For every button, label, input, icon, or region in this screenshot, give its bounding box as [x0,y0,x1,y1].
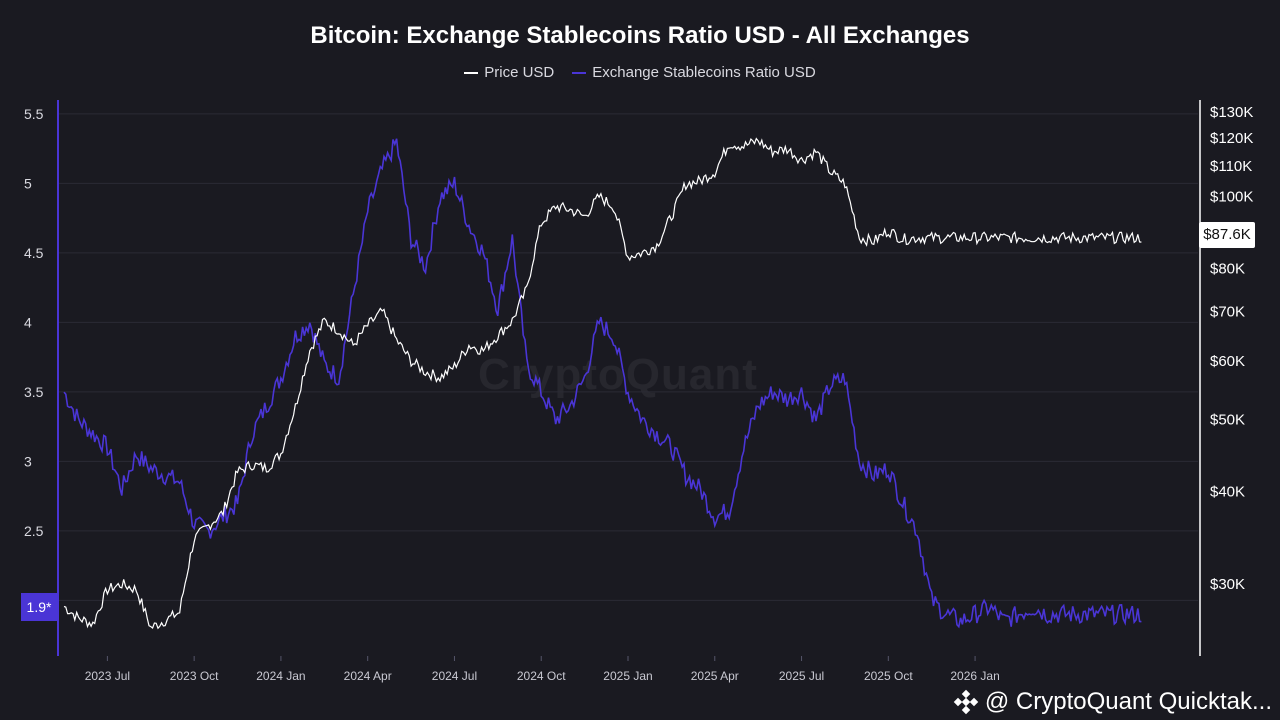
right-tick-label: $60K [1210,353,1245,370]
left-tick-label: 3.5 [24,384,44,400]
x-tick-label: 2025 Jan [603,669,652,683]
right-tick-label: $120K [1210,130,1253,147]
x-tick-label: 2025 Apr [691,669,739,683]
x-tick-label: 2026 Jan [950,669,999,683]
x-tick-label: 2024 Jan [256,669,305,683]
price-series-line [63,137,1142,630]
left-tick-label: 4.5 [24,245,44,261]
x-tick-label: 2024 Apr [344,669,392,683]
right-tick-label: $50K [1210,412,1245,429]
brand-text: @ CryptoQuant Quicktak... [984,688,1272,715]
x-tick-label: 2025 Jul [779,669,824,683]
x-tick-label: 2025 Oct [864,669,913,683]
left-tick-label: 5.5 [24,106,44,122]
left-tick-label: 3 [24,453,32,469]
ratio-series-line [63,138,1142,629]
legend-item-price[interactable]: Price USD [464,64,554,81]
left-tick-label: 5 [24,175,32,191]
latest-ratio-label: 1.9* [21,593,57,621]
x-tick-label: 2023 Oct [170,669,219,683]
x-tick-label: 2024 Oct [517,669,566,683]
right-tick-label: $130K [1210,104,1253,121]
chart-title: Bitcoin: Exchange Stablecoins Ratio USD … [310,22,970,49]
legend-swatch-price [464,71,479,74]
binance-logo-icon [953,689,979,715]
x-tick-label: 2024 Jul [432,669,477,683]
legend-swatch-ratio [572,71,587,74]
chart-legend: Price USD Exchange Stablecoins Ratio USD [0,64,1280,81]
right-tick-label: $100K [1210,189,1253,206]
watermark: CryptoQuant [478,350,758,399]
left-tick-label: 4 [24,314,32,330]
right-tick-label: $80K [1210,260,1245,277]
right-tick-label: $70K [1210,303,1245,320]
left-tick-label: 2.5 [24,523,44,539]
legend-label-price: Price USD [484,64,555,81]
brand-badge: @ CryptoQuant Quicktak... [953,688,1272,716]
legend-item-ratio[interactable]: Exchange Stablecoins Ratio USD [572,64,816,81]
legend-label-ratio: Exchange Stablecoins Ratio USD [592,64,816,81]
latest-price-label: $87.6K [1199,222,1255,248]
x-tick-label: 2023 Jul [85,669,130,683]
right-tick-label: $30K [1210,576,1245,593]
right-tick-label: $40K [1210,484,1245,501]
right-tick-label: $110K [1210,158,1252,175]
